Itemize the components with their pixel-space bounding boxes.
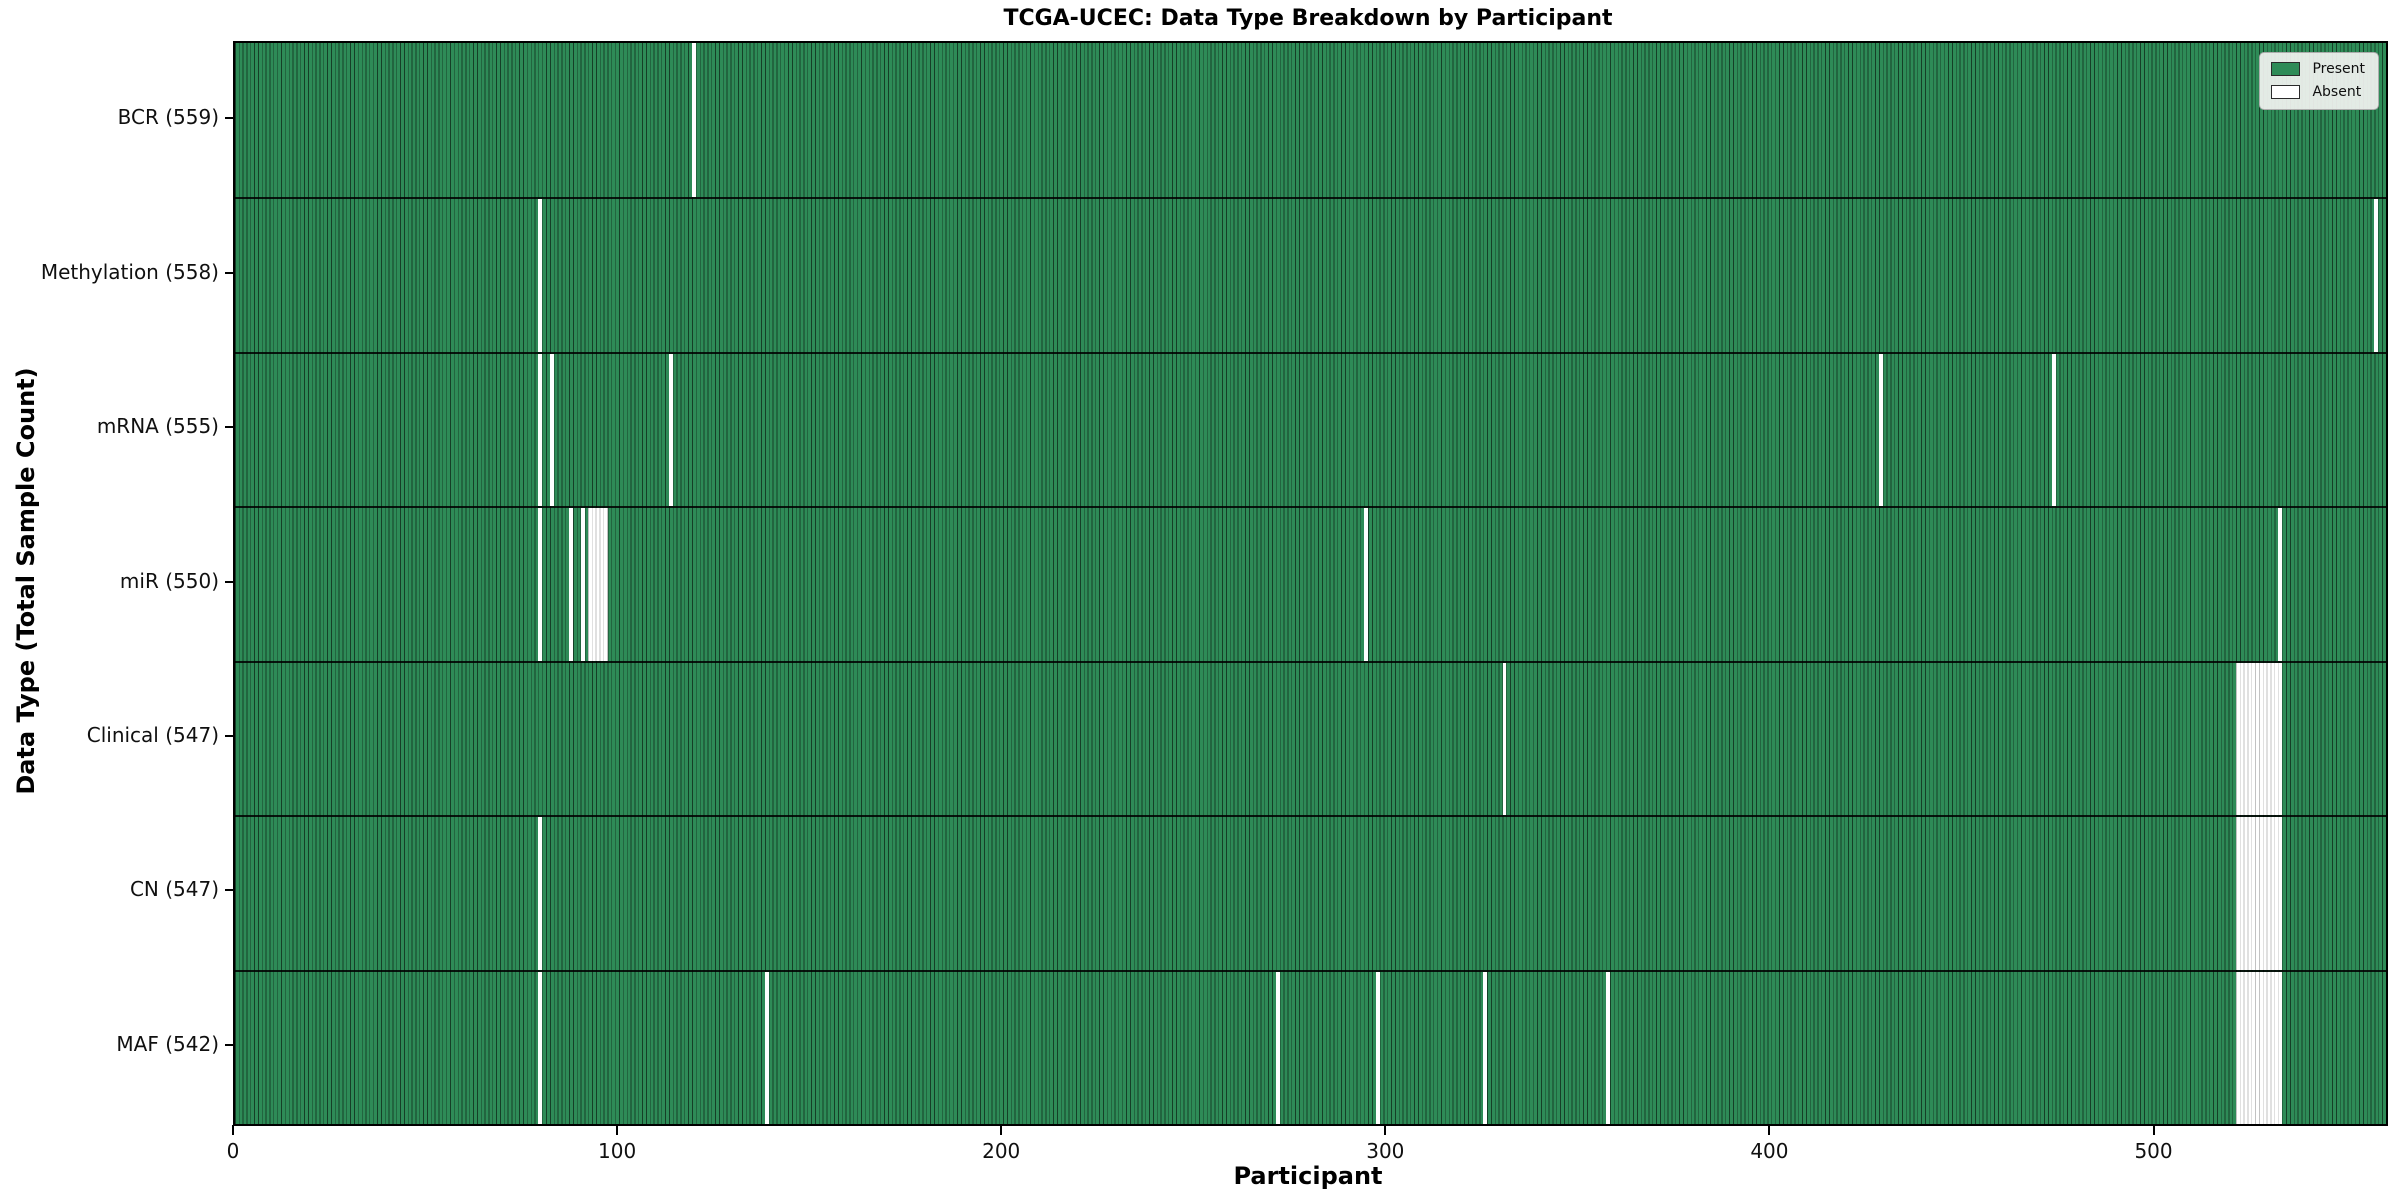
x-tick-label: 200 <box>982 1139 1021 1163</box>
row-clinical <box>235 660 2386 816</box>
absent-gap-maf <box>538 971 543 1124</box>
row-mir <box>235 506 2386 661</box>
absent-gap-cn <box>538 817 543 970</box>
row-label-mrna: mRNA (555) <box>96 414 219 439</box>
row-label-methylation: Methylation (558) <box>40 259 219 284</box>
row-label-maf: MAF (542) <box>116 1031 219 1056</box>
row-label-cn: CN (547) <box>129 877 219 902</box>
legend-item-present: Present <box>2271 61 2365 77</box>
absent-gap-mir <box>588 508 608 661</box>
y-tick <box>225 1043 233 1046</box>
absent-gap-cn <box>2236 817 2283 970</box>
legend-present-label: Present <box>2312 61 2365 77</box>
legend: Present Absent <box>2259 52 2379 110</box>
absent-gap-mrna <box>669 353 673 507</box>
absent-gap-methylation <box>2374 199 2379 352</box>
row-cn <box>235 815 2386 970</box>
absent-gap-clinical <box>2236 662 2283 816</box>
absent-gap-mir <box>580 508 585 661</box>
x-tick <box>2152 1125 2155 1135</box>
absent-gap-mrna <box>549 353 554 507</box>
y-tick <box>225 426 233 429</box>
legend-absent-label: Absent <box>2312 84 2362 100</box>
y-tick <box>225 271 233 274</box>
absent-gap-mrna <box>1878 353 1883 507</box>
x-axis-label: Participant <box>1233 1162 1383 1190</box>
x-tick-label: 0 <box>226 1139 240 1163</box>
x-tick-label: 100 <box>598 1139 637 1163</box>
y-tick <box>225 734 233 737</box>
x-tick <box>616 1125 619 1135</box>
absent-gap-mir <box>1364 508 1369 661</box>
absent-gap-maf <box>1606 971 1611 1124</box>
row-mrna <box>235 351 2386 507</box>
absent-gap-mrna <box>2051 353 2056 507</box>
absent-gap-mir <box>538 508 543 661</box>
x-tick-label: 400 <box>1750 1139 1789 1163</box>
plot-area: Present Absent <box>233 41 2388 1126</box>
row-methylation <box>235 197 2386 352</box>
absent-gap-mrna <box>538 353 543 507</box>
absent-gap-mir <box>2278 508 2283 661</box>
absent-gap-maf <box>2236 971 2283 1124</box>
x-tick <box>1000 1125 1003 1135</box>
legend-item-absent: Absent <box>2271 84 2365 100</box>
chart-title: TCGA-UCEC: Data Type Breakdown by Partic… <box>1003 6 1613 31</box>
x-tick-label: 500 <box>2134 1139 2173 1163</box>
row-label-clinical: Clinical (547) <box>86 722 219 747</box>
absent-gap-methylation <box>538 199 543 352</box>
row-bcr <box>235 43 2386 198</box>
x-tick <box>1384 1125 1387 1135</box>
x-tick <box>232 1125 234 1135</box>
y-tick <box>225 580 233 583</box>
absent-gap-bcr <box>692 43 696 198</box>
absent-gap-maf <box>1375 971 1380 1124</box>
absent-gap-maf <box>765 971 769 1124</box>
legend-present-swatch <box>2271 62 2301 76</box>
legend-absent-swatch <box>2271 85 2301 99</box>
y-tick <box>225 889 233 892</box>
row-label-bcr: BCR (559) <box>117 105 219 130</box>
absent-gap-maf <box>1275 971 1280 1124</box>
y-tick <box>225 117 233 120</box>
absent-gap-maf <box>1483 971 1488 1124</box>
row-label-mir: miR (550) <box>119 568 219 593</box>
absent-gap-mir <box>569 508 573 661</box>
row-maf <box>235 969 2386 1124</box>
x-tick <box>1768 1125 1771 1135</box>
x-tick-label: 300 <box>1366 1139 1405 1163</box>
absent-gap-clinical <box>1502 662 1507 816</box>
